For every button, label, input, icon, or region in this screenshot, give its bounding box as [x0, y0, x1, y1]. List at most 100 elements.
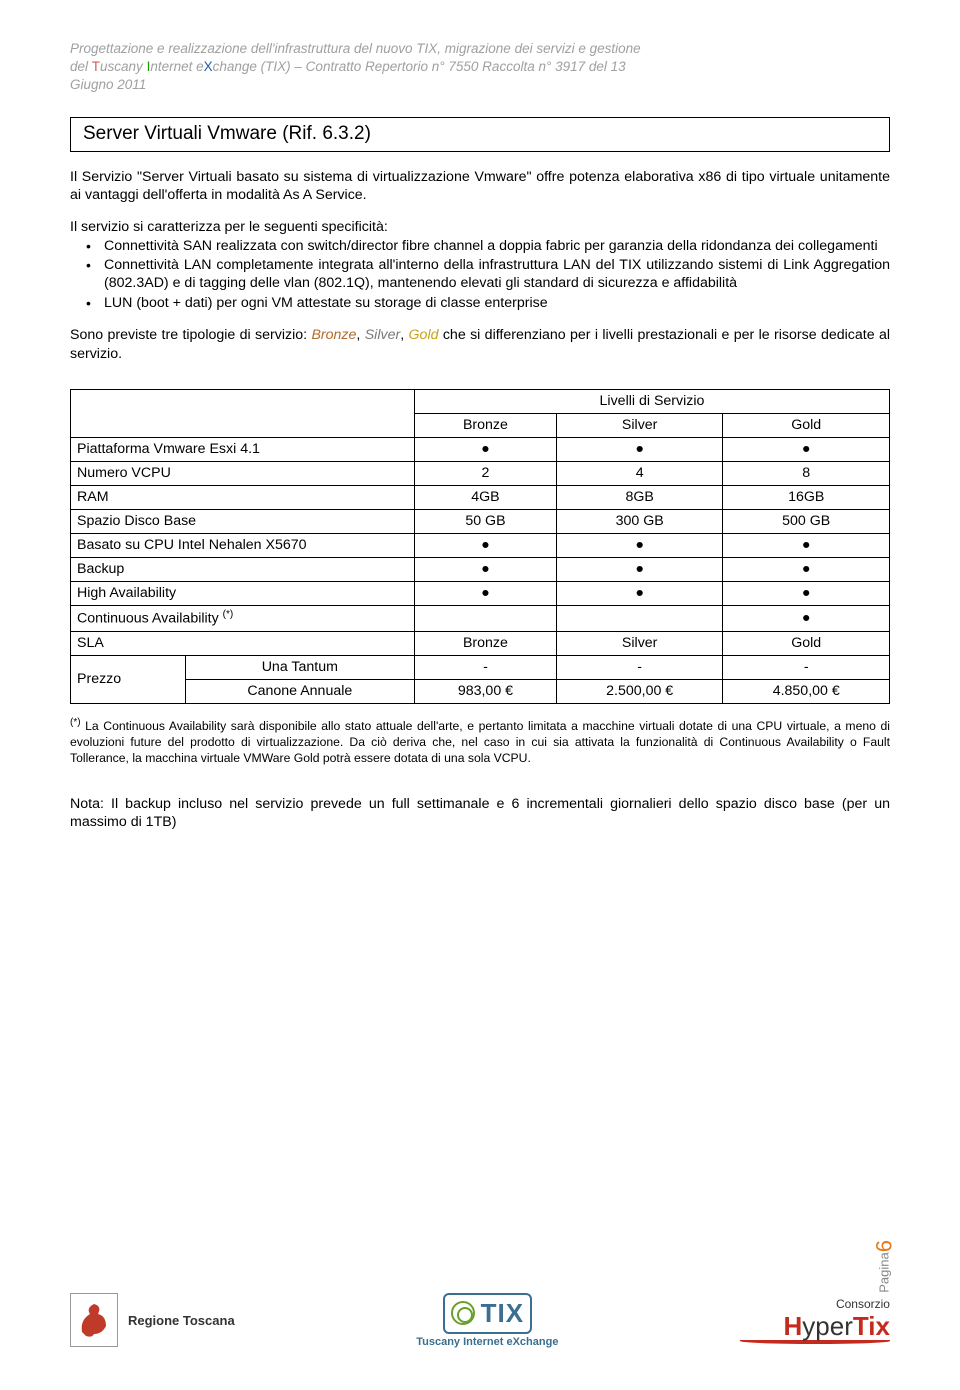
- row-label: Backup: [71, 558, 415, 582]
- spec-item: Connettività LAN completamente integrata…: [104, 256, 890, 293]
- cell: 500 GB: [723, 510, 890, 534]
- header-x: X: [204, 59, 213, 74]
- pegasus-icon: [70, 1293, 118, 1347]
- table-corner: [71, 390, 415, 438]
- tier-bronze: Bronze: [311, 327, 356, 343]
- cell: 2.500,00 €: [556, 680, 723, 704]
- row-label: RAM: [71, 486, 415, 510]
- cell: 4GB: [414, 486, 556, 510]
- cell: -: [556, 656, 723, 680]
- price-label: Prezzo: [71, 656, 186, 704]
- section-title: Server Virtuali Vmware (Rif. 6.3.2): [70, 117, 890, 152]
- table-row: Canone Annuale 983,00 €2.500,00 €4.850,0…: [71, 680, 890, 704]
- cell: Bronze: [414, 632, 556, 656]
- tix-subtitle: Tuscany Internet eXchange: [416, 1336, 558, 1348]
- row-label: Basato su CPU Intel Nehalen X5670: [71, 534, 415, 558]
- spec-list: Connettività SAN realizzata con switch/d…: [70, 237, 890, 313]
- header-internet: nternet e: [150, 59, 203, 74]
- tier-gold: Gold: [409, 327, 439, 343]
- price-sub: Una Tantum: [185, 656, 414, 680]
- cell: 4.850,00 €: [723, 680, 890, 704]
- row-label: SLA: [71, 632, 415, 656]
- note-paragraph: Nota: Il backup incluso nel servizio pre…: [70, 795, 890, 832]
- cell: ●: [723, 438, 890, 462]
- service-levels-table: Livelli di Servizio Bronze Silver Gold P…: [70, 389, 890, 704]
- spec-intro: Il servizio si caratterizza per le segue…: [70, 219, 890, 235]
- cell: ●: [723, 582, 890, 606]
- col-gold: Gold: [723, 414, 890, 438]
- table-row: Backup●●●: [71, 558, 890, 582]
- cont-sup: (*): [223, 609, 234, 620]
- col-silver: Silver: [556, 414, 723, 438]
- cell: ●: [414, 558, 556, 582]
- cell: 50 GB: [414, 510, 556, 534]
- tix-text: TIX: [481, 1298, 524, 1329]
- cell: 16GB: [723, 486, 890, 510]
- cell: Gold: [723, 632, 890, 656]
- hypertix-consorzio: Consorzio: [740, 1297, 890, 1311]
- table-row: Numero VCPU248: [71, 462, 890, 486]
- spec-item: Connettività SAN realizzata con switch/d…: [104, 237, 890, 255]
- table-row: Prezzo Una Tantum ---: [71, 656, 890, 680]
- tiers-sep: ,: [356, 327, 364, 343]
- footnote-text: La Continuous Availability sarà disponib…: [70, 719, 890, 765]
- cell: [556, 606, 723, 632]
- cell: ●: [723, 606, 890, 632]
- intro-paragraph: Il Servizio "Server Virtuali basato su s…: [70, 168, 890, 205]
- cont-label: Continuous Availability: [77, 611, 223, 627]
- tiers-sep: ,: [400, 327, 408, 343]
- footnote: (*) La Continuous Availability sarà disp…: [70, 716, 890, 767]
- row-label: Continuous Availability (*): [71, 606, 415, 632]
- row-label: Spazio Disco Base: [71, 510, 415, 534]
- cell: 983,00 €: [414, 680, 556, 704]
- cell: ●: [556, 438, 723, 462]
- table-row: RAM4GB8GB16GB: [71, 486, 890, 510]
- price-sub: Canone Annuale: [185, 680, 414, 704]
- document-header: Progettazione e realizzazione dell'infra…: [70, 40, 890, 95]
- cell: ●: [556, 582, 723, 606]
- cell: -: [723, 656, 890, 680]
- table-row: High Availability●●●: [71, 582, 890, 606]
- footer: Regione Toscana TIX Tuscany Internet eXc…: [70, 1280, 890, 1360]
- cell: 2: [414, 462, 556, 486]
- header-tuscany: uscany: [100, 59, 147, 74]
- header-line-2-pre: del: [70, 59, 92, 74]
- table-row: SLABronzeSilverGold: [71, 632, 890, 656]
- cell: 300 GB: [556, 510, 723, 534]
- page-num-value: 6: [872, 1240, 897, 1252]
- hypertix-main: HyperTix: [740, 1311, 890, 1342]
- hypertix-tix: Tix: [853, 1311, 890, 1341]
- col-bronze: Bronze: [414, 414, 556, 438]
- cell: 8: [723, 462, 890, 486]
- table-row: Basato su CPU Intel Nehalen X5670●●●: [71, 534, 890, 558]
- header-xchange: change (TIX) – Contratto Repertorio n° 7…: [213, 59, 626, 74]
- footnote-marker: (*): [70, 717, 81, 728]
- table-header-group: Livelli di Servizio: [414, 390, 889, 414]
- row-label: Piattaforma Vmware Esxi 4.1: [71, 438, 415, 462]
- header-line-1: Progettazione e realizzazione dell'infra…: [70, 41, 641, 56]
- hypertix-yper: yper: [802, 1311, 853, 1341]
- cell: ●: [723, 558, 890, 582]
- hypertix-h: H: [784, 1311, 803, 1341]
- header-line-3: Giugno 2011: [70, 77, 146, 92]
- row-label: Numero VCPU: [71, 462, 415, 486]
- logo-tix: TIX Tuscany Internet eXchange: [416, 1293, 558, 1348]
- tiers-pre: Sono previste tre tipologie di servizio:: [70, 327, 311, 343]
- cell: ●: [556, 558, 723, 582]
- tiers-paragraph: Sono previste tre tipologie di servizio:…: [70, 326, 890, 363]
- tier-silver: Silver: [365, 327, 400, 343]
- table-row: Continuous Availability (*) ●: [71, 606, 890, 632]
- cell: -: [414, 656, 556, 680]
- table-row: Spazio Disco Base50 GB300 GB500 GB: [71, 510, 890, 534]
- cell: Silver: [556, 632, 723, 656]
- header-t: T: [92, 59, 100, 74]
- spec-item: LUN (boot + dati) per ogni VM attestate …: [104, 294, 890, 312]
- row-label: High Availability: [71, 582, 415, 606]
- cell: 8GB: [556, 486, 723, 510]
- tix-badge-icon: TIX: [443, 1293, 532, 1334]
- regione-label: Regione Toscana: [128, 1313, 235, 1328]
- cell: [414, 606, 556, 632]
- cell: ●: [556, 534, 723, 558]
- logo-regione-toscana: Regione Toscana: [70, 1293, 235, 1347]
- cell: ●: [414, 582, 556, 606]
